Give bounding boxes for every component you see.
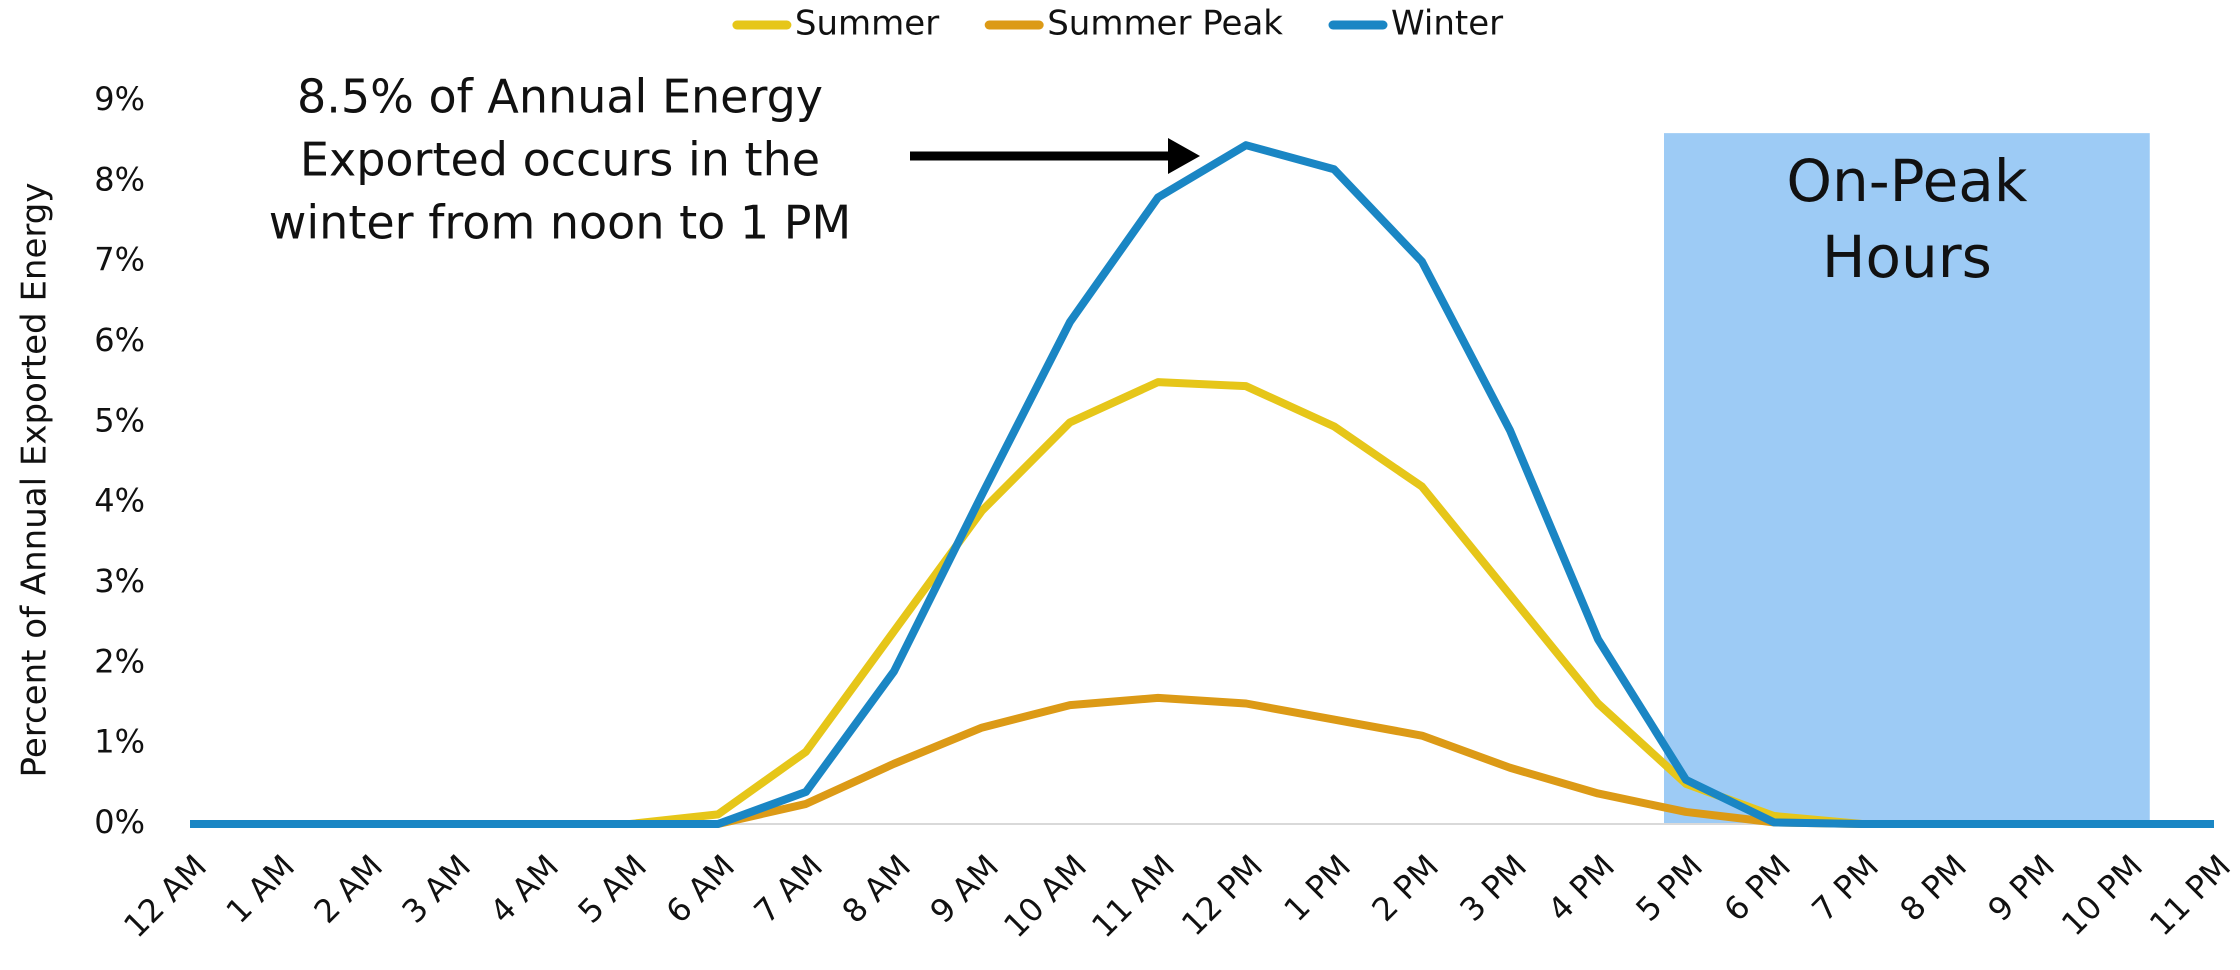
on-peak-label: Hours — [1822, 223, 1992, 291]
x-tick-label: 12 AM — [116, 847, 214, 945]
x-tick-label: 4 AM — [483, 847, 566, 930]
x-tick-label: 7 AM — [747, 847, 830, 930]
x-tick-label: 6 AM — [659, 847, 742, 930]
y-tick-label: 8% — [94, 160, 145, 198]
x-tick-label: 1 PM — [1276, 847, 1358, 929]
y-tick-label: 0% — [94, 803, 145, 841]
on-peak-label: On-Peak — [1786, 147, 2027, 215]
x-tick-label: 5 AM — [571, 847, 654, 930]
y-axis-label: Percent of Annual Exported Energy — [15, 183, 55, 778]
x-tick-label: 11 AM — [1084, 847, 1182, 945]
x-tick-label: 4 PM — [1540, 847, 1622, 929]
series-line — [190, 141, 2214, 828]
x-tick-label: 6 PM — [1716, 847, 1798, 929]
x-tick-label: 3 PM — [1452, 847, 1534, 929]
y-tick-label: 2% — [94, 642, 145, 680]
on-peak-region — [1664, 133, 2150, 825]
x-tick-label: 9 AM — [923, 847, 1006, 930]
x-tick-label: 8 PM — [1892, 847, 1974, 929]
x-tick-label: 10 AM — [996, 847, 1094, 945]
shade-layer — [1664, 133, 2150, 825]
x-tick-label: 2 AM — [307, 847, 390, 930]
x-tick-label: 11 PM — [2142, 847, 2238, 943]
x-tick-label: 2 PM — [1364, 847, 1446, 929]
y-tick-label: 1% — [94, 723, 145, 761]
y-tick-label: 4% — [94, 482, 145, 520]
legend-label: Summer Peak — [1047, 4, 1283, 44]
x-tick-label: 5 PM — [1628, 847, 1710, 929]
x-tick-label: 10 PM — [2054, 847, 2150, 943]
annotation-text: winter from noon to 1 PM — [269, 196, 851, 250]
y-tick-label: 7% — [94, 241, 145, 279]
annotation-text: Exported occurs in the — [300, 133, 820, 187]
annotation-text: 8.5% of Annual Energy — [297, 70, 823, 124]
x-tick-label: 9 PM — [1980, 847, 2062, 929]
y-tick-label: 5% — [94, 401, 145, 439]
legend-item: Summer — [732, 4, 939, 44]
legend-label: Summer — [795, 4, 939, 44]
x-tick-label: 8 AM — [835, 847, 918, 930]
x-tick-label: 3 AM — [395, 847, 478, 930]
x-tick-label: 7 PM — [1804, 847, 1886, 929]
y-tick-label: 3% — [94, 562, 145, 600]
legend-item: Winter — [1328, 4, 1503, 44]
x-tick-label: 12 PM — [1174, 847, 1270, 943]
y-tick-label: 9% — [94, 80, 145, 118]
y-tick-label: 6% — [94, 321, 145, 359]
annotation-arrowhead — [1168, 138, 1200, 174]
legend-label: Winter — [1391, 4, 1503, 44]
x-tick-label: 1 AM — [219, 847, 302, 930]
legend-item: Summer Peak — [984, 4, 1283, 44]
